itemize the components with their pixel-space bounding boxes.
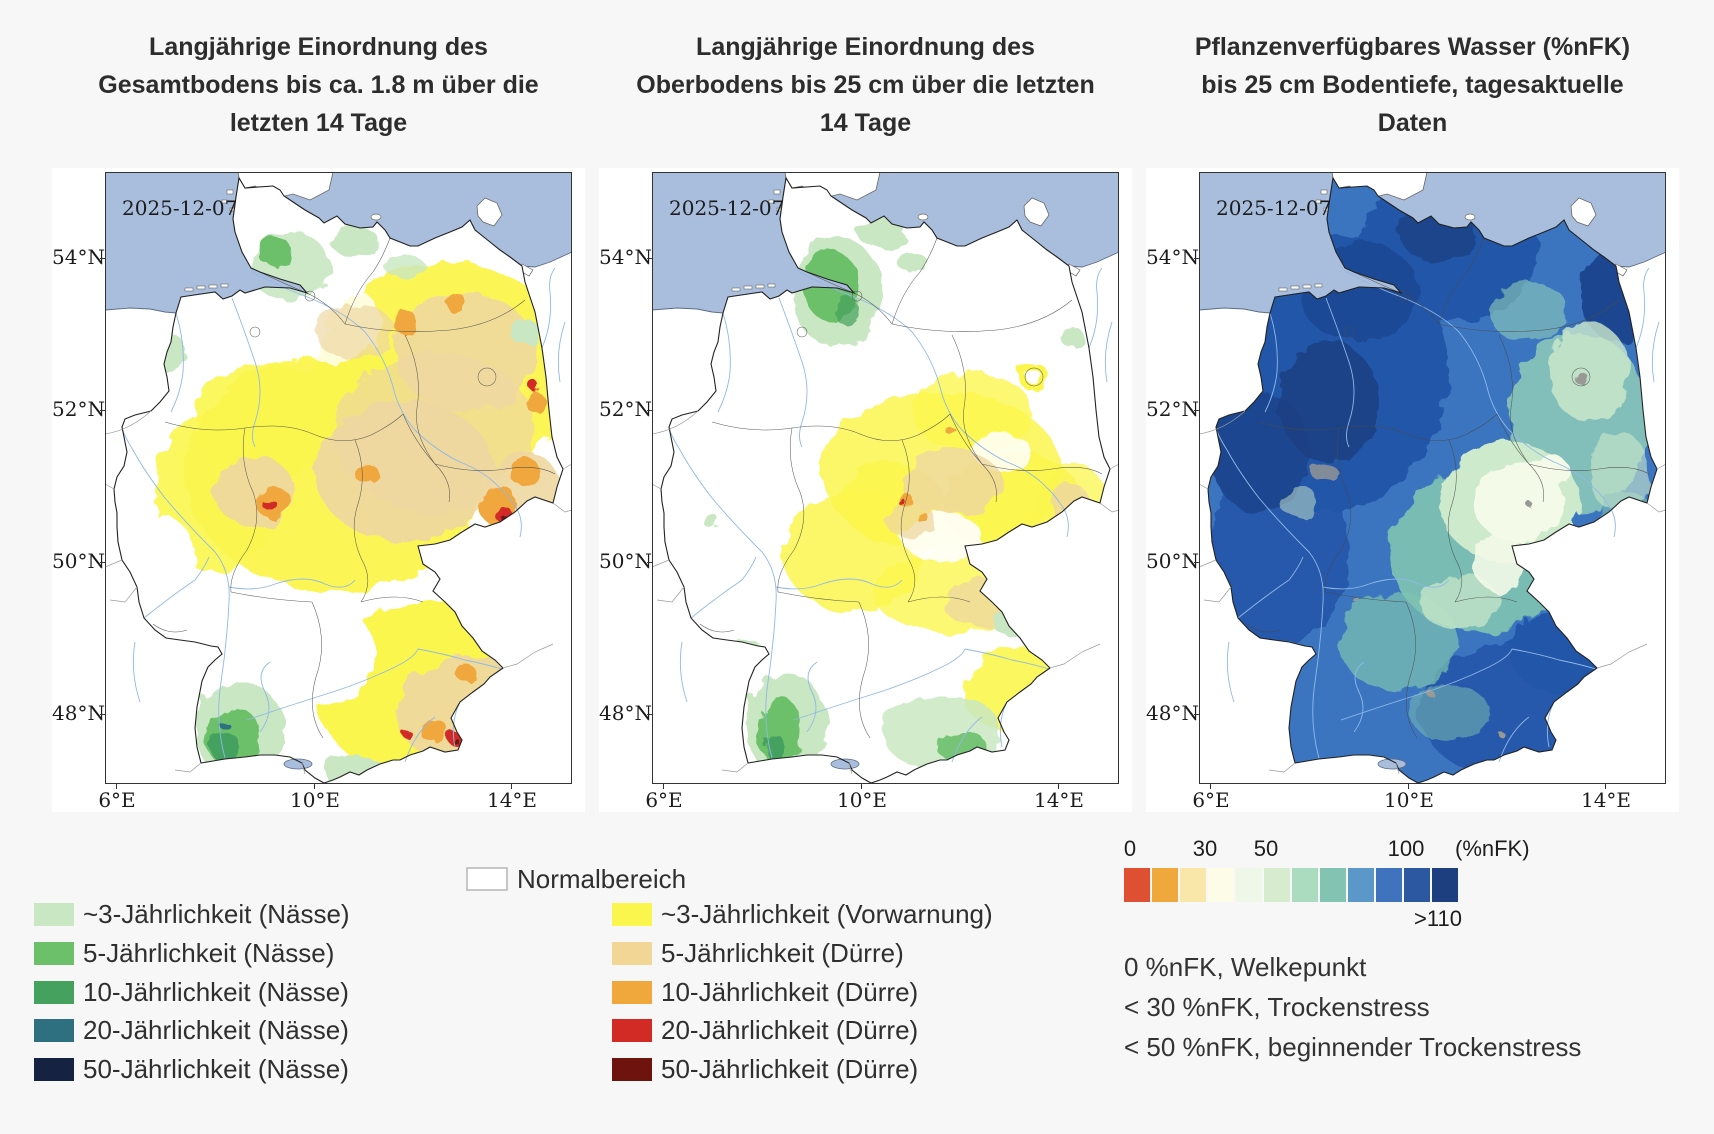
wet-swatch-10 xyxy=(34,980,74,1004)
note-welkepunkt: 0 %nFK, Welkepunkt xyxy=(1124,952,1367,982)
x-tick-14e: 14°E xyxy=(472,784,552,812)
legend-wet-item: 10-Jährlichkeit (Nässe) xyxy=(34,977,349,1007)
normalbereich-label: Normalbereich xyxy=(517,863,687,894)
colorbar-tick-0: 0 xyxy=(1123,836,1137,861)
wet-swatch-20 xyxy=(34,1018,74,1042)
wet-swatch-3 xyxy=(34,902,74,926)
legend-dry-item: 20-Jährlichkeit (Dürre) xyxy=(612,1015,918,1045)
normalbereich-swatch xyxy=(466,867,508,891)
x-tick-6e: 6°E xyxy=(77,784,157,812)
wet-swatch-50 xyxy=(34,1057,74,1081)
dry-swatch-5 xyxy=(612,941,652,965)
x-tick-10e: 10°E xyxy=(1369,784,1449,812)
panel-title-nfk: Pflanzenverfügbares Wasser (%nFK) bis 25… xyxy=(1194,33,1631,137)
x-tick-6e: 6°E xyxy=(1171,784,1251,812)
wet-label-10: 10-Jährlichkeit (Nässe) xyxy=(83,976,349,1007)
germany-map-gesamtboden xyxy=(105,172,572,784)
legend-dry-item: 10-Jährlichkeit (Dürre) xyxy=(612,977,918,1007)
y-tick-48n: 48°N xyxy=(599,701,653,725)
legend-wet-item: 20-Jährlichkeit (Nässe) xyxy=(34,1015,349,1045)
note-trockenstress: < 30 %nFK, Trockenstress xyxy=(1124,992,1430,1022)
y-tick-52n: 52°N xyxy=(1146,397,1200,421)
dry-label-50: 50-Jährlichkeit (Dürre) xyxy=(661,1053,919,1084)
dry-label-10: 10-Jährlichkeit (Dürre) xyxy=(661,976,919,1007)
legend-dry-item: ~3-Jährlichkeit (Vorwarnung) xyxy=(612,899,993,929)
y-tick-50n: 50°N xyxy=(52,549,106,573)
map-panel-nfk: 2025-12-07 54°N 52°N 50°N 48°N 6°E 10°E … xyxy=(1146,168,1679,812)
dry-label-5: 5-Jährlichkeit (Dürre) xyxy=(661,937,904,968)
y-tick-52n: 52°N xyxy=(599,397,653,421)
wet-label-20: 20-Jährlichkeit (Nässe) xyxy=(83,1014,349,1045)
wet-label-3: ~3-Jährlichkeit (Nässe) xyxy=(83,898,350,929)
legend-dry-item: 5-Jährlichkeit (Dürre) xyxy=(612,938,904,968)
germany-map-oberboden xyxy=(652,172,1119,784)
colorbar-unit: (%nFK) xyxy=(1455,836,1530,861)
y-tick-50n: 50°N xyxy=(599,549,653,573)
legend-wet-item: 50-Jährlichkeit (Nässe) xyxy=(34,1054,349,1084)
map-date: 2025-12-07 xyxy=(1216,196,1332,220)
legend-wet-item: ~3-Jährlichkeit (Nässe) xyxy=(34,899,350,929)
wet-swatch-5 xyxy=(34,941,74,965)
map-panel-oberboden: 2025-12-07 54°N 52°N 50°N 48°N 6°E 10°E … xyxy=(599,168,1132,812)
panel-title-oberboden: Langjährige Einordnung des Oberbodens bi… xyxy=(636,33,1095,137)
nfk-colorbar xyxy=(1124,868,1458,902)
colorbar-tick-50: 50 xyxy=(1253,836,1279,861)
dry-label-3: ~3-Jährlichkeit (Vorwarnung) xyxy=(661,898,993,929)
dry-swatch-10 xyxy=(612,980,652,1004)
y-tick-50n: 50°N xyxy=(1146,549,1200,573)
y-tick-54n: 54°N xyxy=(599,245,653,269)
y-tick-54n: 54°N xyxy=(52,245,106,269)
dry-swatch-20 xyxy=(612,1018,652,1042)
colorbar-tick-30: 30 xyxy=(1192,836,1218,861)
colorbar-over-label: >110 xyxy=(1414,906,1462,931)
x-tick-6e: 6°E xyxy=(624,784,704,812)
note-beginnender-trockenstress: < 50 %nFK, beginnender Trockenstress xyxy=(1124,1032,1582,1062)
legend-wet-item: 5-Jährlichkeit (Nässe) xyxy=(34,938,334,968)
y-tick-48n: 48°N xyxy=(1146,701,1200,725)
wet-label-5: 5-Jährlichkeit (Nässe) xyxy=(83,937,335,968)
dry-swatch-3 xyxy=(612,902,652,926)
y-tick-52n: 52°N xyxy=(52,397,106,421)
legend-normalbereich: Normalbereich xyxy=(466,864,686,894)
map-date: 2025-12-07 xyxy=(669,196,785,220)
x-tick-10e: 10°E xyxy=(275,784,355,812)
y-tick-54n: 54°N xyxy=(1146,245,1200,269)
colorbar-tick-100: 100 xyxy=(1387,836,1425,861)
panel-title-gesamtboden: Langjährige Einordnung des Gesamtbodens … xyxy=(98,33,539,137)
x-tick-14e: 14°E xyxy=(1566,784,1646,812)
x-tick-14e: 14°E xyxy=(1019,784,1099,812)
legend-dry-item: 50-Jährlichkeit (Dürre) xyxy=(612,1054,918,1084)
dry-label-20: 20-Jährlichkeit (Dürre) xyxy=(661,1014,919,1045)
dry-swatch-50 xyxy=(612,1057,652,1081)
wet-label-50: 50-Jährlichkeit (Nässe) xyxy=(83,1053,349,1084)
y-tick-48n: 48°N xyxy=(52,701,106,725)
map-panel-gesamtboden: 2025-12-07 54°N 52°N 50°N 48°N 6°E 10°E … xyxy=(52,168,585,812)
map-date: 2025-12-07 xyxy=(122,196,238,220)
x-tick-10e: 10°E xyxy=(822,784,902,812)
germany-map-nfk xyxy=(1199,172,1666,784)
